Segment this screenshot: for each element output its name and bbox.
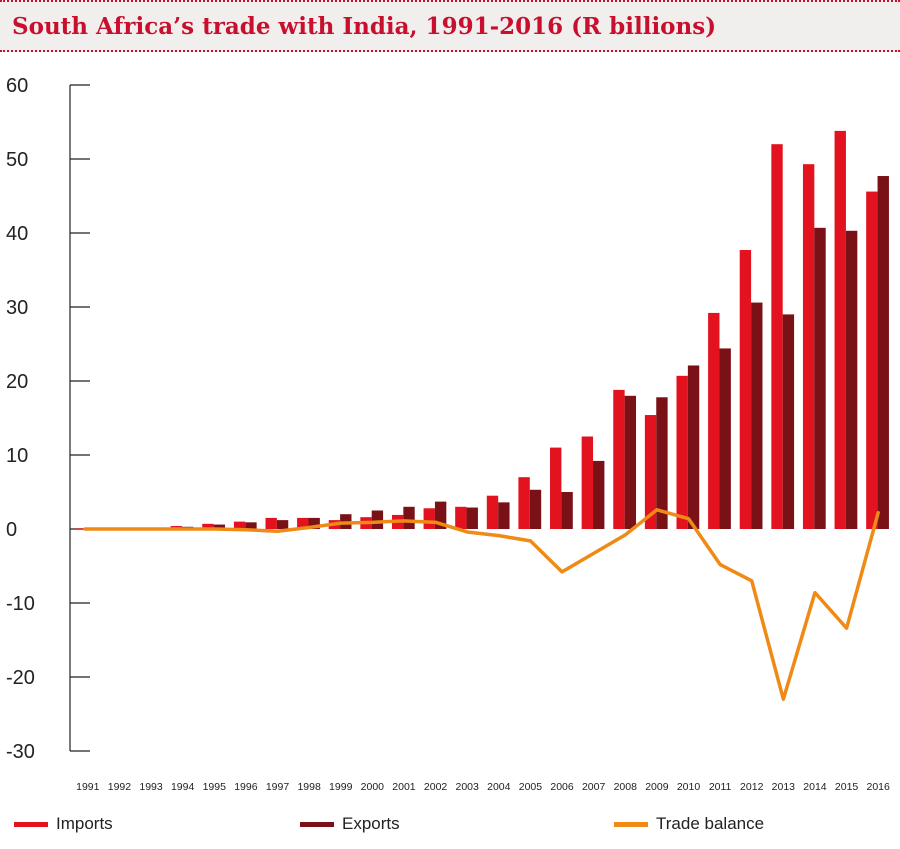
exports-swatch (300, 821, 334, 827)
x-tick-label: 2012 (740, 781, 764, 793)
legend-item-exports: Exports (300, 813, 400, 835)
x-tick-label: 2001 (392, 781, 416, 793)
export-bar (308, 517, 320, 529)
x-tick-label: 1992 (108, 781, 132, 793)
x-tick-label: 1994 (171, 781, 195, 793)
chart-title: South Africa’s trade with India, 1991-20… (12, 13, 717, 40)
balance-swatch (614, 821, 648, 827)
x-tick-label: 2015 (835, 781, 859, 793)
import-bar (581, 436, 594, 529)
export-bar (751, 302, 763, 529)
import-bar (75, 528, 88, 529)
legend-label-imports: Imports (56, 814, 113, 833)
y-tick-label: -10 (6, 593, 35, 615)
y-tick-label: -20 (6, 667, 35, 689)
export-bar (561, 492, 573, 529)
title-bar: South Africa’s trade with India, 1991-20… (0, 0, 900, 52)
import-bar (676, 375, 688, 529)
x-tick-label: 2009 (645, 781, 669, 793)
export-bar (403, 506, 415, 529)
export-bar (624, 395, 637, 529)
legend-label-exports: Exports (342, 814, 400, 833)
x-tick-label: 2014 (803, 781, 827, 793)
x-tick-label: 1999 (329, 781, 353, 793)
import-bar (297, 517, 309, 529)
import-bar (550, 447, 562, 529)
x-tick-label: 2000 (361, 781, 385, 793)
import-bar (644, 415, 657, 529)
x-tick-label: 1997 (266, 781, 290, 793)
x-tick-label: 2011 (709, 781, 732, 793)
x-tick-label: 1991 (76, 781, 100, 793)
import-bar (518, 477, 530, 529)
x-tick-label: 2007 (582, 781, 606, 793)
import-bar (613, 389, 625, 529)
import-bar (771, 144, 783, 529)
x-tick-label: 2013 (772, 781, 796, 793)
import-bar (202, 523, 214, 529)
x-tick-label: 2006 (550, 781, 574, 793)
import-bar (802, 164, 815, 529)
import-bar (866, 191, 878, 529)
y-tick-label: -30 (6, 741, 35, 763)
y-tick-label: 40 (6, 223, 28, 245)
y-tick-label: 50 (6, 149, 28, 171)
x-tick-label: 1995 (203, 781, 227, 793)
export-bar (845, 230, 858, 529)
export-bar (814, 227, 826, 529)
x-tick-label: 2003 (456, 781, 480, 793)
import-bar (423, 508, 435, 529)
trade-balance-line (83, 508, 880, 701)
import-bar (834, 130, 846, 529)
x-tick-label: 1996 (234, 781, 258, 793)
x-tick-label: 1993 (139, 781, 163, 793)
export-bar (782, 314, 795, 529)
export-bar (466, 507, 478, 529)
x-tick-label: 2004 (487, 781, 511, 793)
imports-swatch (14, 821, 48, 827)
x-tick-label: 2005 (519, 781, 543, 793)
export-bar (276, 520, 289, 529)
export-bar (687, 365, 700, 529)
x-tick-label: 2008 (614, 781, 638, 793)
import-bar (708, 312, 720, 529)
export-bar (371, 510, 384, 529)
export-bar (877, 176, 889, 529)
x-tick-label: 1998 (297, 781, 321, 793)
import-bar (265, 517, 277, 529)
import-bar (486, 495, 499, 529)
export-bar (719, 348, 731, 529)
legend-item-imports: Imports (14, 813, 113, 835)
x-tick-label: 2010 (677, 781, 701, 793)
export-bar (529, 489, 542, 529)
legend-label-balance: Trade balance (656, 814, 765, 833)
x-tick-label: 2016 (867, 781, 891, 793)
y-tick-label: 20 (6, 371, 28, 393)
import-bar (739, 250, 752, 529)
y-tick-label: 30 (6, 297, 28, 319)
legend-item-balance: Trade balance (614, 813, 764, 835)
export-bar (593, 460, 605, 529)
export-bar (213, 524, 226, 529)
y-tick-label: 0 (6, 519, 17, 541)
y-tick-label: 60 (6, 75, 28, 97)
x-tick-label: 2002 (424, 781, 448, 793)
export-bar (498, 502, 510, 529)
import-bar (233, 521, 246, 529)
import-bar (455, 506, 467, 529)
export-bar (656, 397, 668, 529)
y-tick-label: 10 (6, 445, 28, 467)
export-bar (245, 522, 257, 529)
export-bar (434, 501, 447, 529)
